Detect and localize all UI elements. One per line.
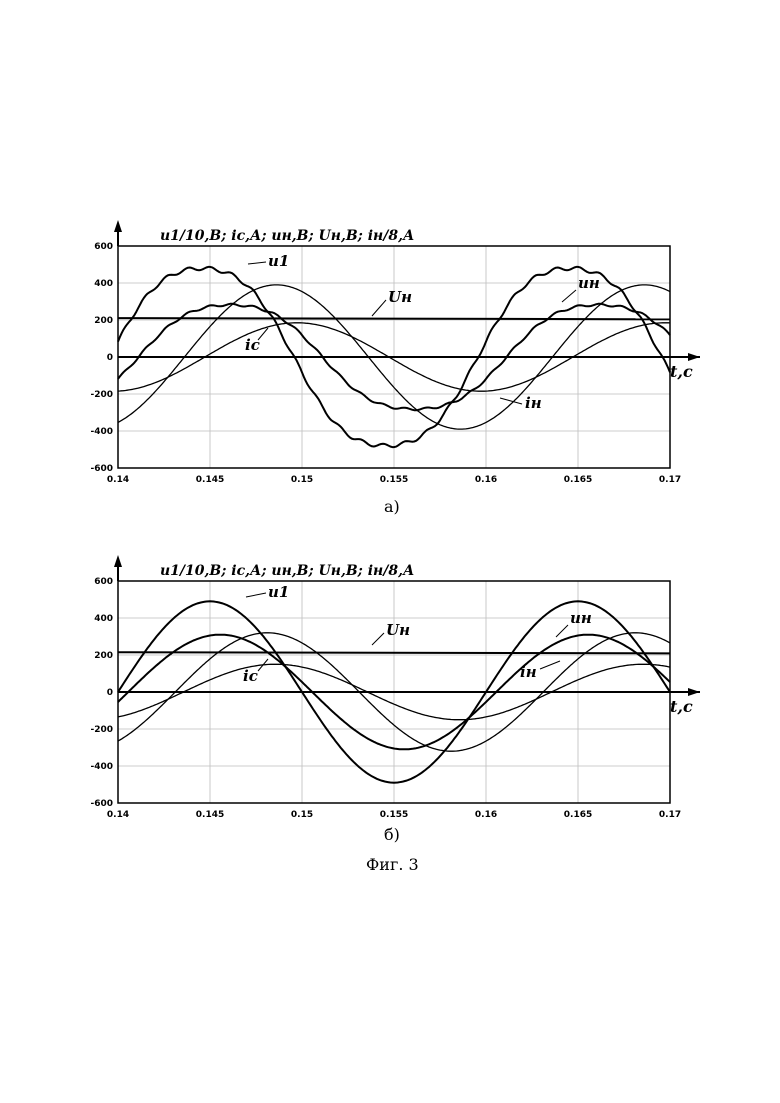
- curve-label-ic: iс: [243, 667, 258, 685]
- curve-label-u1: u1: [268, 583, 289, 601]
- y-tick-label: -400: [90, 762, 113, 772]
- y-tick-label: 600: [94, 242, 113, 252]
- y-tick-label: 400: [94, 614, 113, 624]
- y-tick-label: 0: [107, 688, 113, 698]
- x-tick-label: 0.165: [564, 810, 592, 820]
- x-tick-label: 0.17: [659, 475, 681, 485]
- x-tick-label: 0.165: [564, 475, 592, 485]
- x-tick-label: 0.155: [380, 810, 408, 820]
- curve-label-un: uн: [570, 609, 592, 627]
- y-tick-label: 200: [94, 651, 113, 661]
- curve-label-leader: [540, 661, 560, 669]
- x-tick-label: 0.16: [475, 475, 497, 485]
- figure-caption: Фиг. 3: [366, 855, 419, 874]
- curve-label-leader: [248, 262, 266, 264]
- chart-title: u1/10,В; iс,А; uн,В; Uн,В; iн/8,А: [160, 228, 414, 244]
- series-Uн: [118, 652, 670, 653]
- x-tick-label: 0.14: [107, 810, 129, 820]
- y-tick-label: -200: [90, 390, 113, 400]
- chart-a-caption: а): [384, 497, 400, 516]
- curve-label-ic: iс: [245, 336, 260, 354]
- x-tick-label: 0.14: [107, 475, 129, 485]
- y-tick-label: -600: [90, 464, 113, 474]
- x-tick-label: 0.15: [291, 810, 313, 820]
- y-tick-label: -200: [90, 725, 113, 735]
- x-axis-label: t,c: [670, 697, 693, 716]
- curve-label-leader: [372, 633, 384, 645]
- x-axis-arrow-head: [688, 353, 700, 361]
- curve-label-leader: [556, 625, 568, 637]
- curve-label-Un: Uн: [388, 288, 412, 306]
- y-axis-arrow-head: [114, 555, 122, 567]
- x-tick-label: 0.145: [196, 810, 224, 820]
- chart-b-caption: б): [384, 825, 400, 844]
- x-tick-label: 0.17: [659, 810, 681, 820]
- y-tick-label: 600: [94, 577, 113, 587]
- y-tick-label: 400: [94, 279, 113, 289]
- curve-label-un: uн: [578, 274, 600, 292]
- curve-label-in: iн: [520, 663, 537, 681]
- series-Uн: [118, 318, 670, 319]
- chart-title: u1/10,В; iс,А; uн,В; Uн,В; iн/8,А: [160, 563, 414, 579]
- x-axis-arrow-head: [688, 688, 700, 696]
- chart-a-svg: 0.14 0.145 0.15 0.155 0.16 0.165 0.17 600 400 200…: [0, 210, 780, 510]
- x-tick-label: 0.155: [380, 475, 408, 485]
- y-tick-label: -400: [90, 427, 113, 437]
- curve-label-in: iн: [525, 394, 542, 412]
- y-tick-label: 200: [94, 316, 113, 326]
- x-tick-label: 0.15: [291, 475, 313, 485]
- y-tick-label: 0: [107, 353, 113, 363]
- curve-label-Un: Uн: [386, 621, 410, 639]
- curve-label-u1: u1: [268, 252, 289, 270]
- y-axis-arrow-head: [114, 220, 122, 232]
- curve-label-leader: [562, 290, 576, 302]
- chart-b-svg: 0.14 0.145 0.15 0.155 0.16 0.165 0.17 600 400 200…: [0, 545, 780, 845]
- curve-label-leader: [372, 300, 386, 316]
- x-tick-label: 0.16: [475, 810, 497, 820]
- x-tick-label: 0.145: [196, 475, 224, 485]
- chart-b: 0.14 0.145 0.15 0.155 0.16 0.165 0.17 600 400 200…: [0, 545, 780, 845]
- chart-a: 0.14 0.145 0.15 0.155 0.16 0.165 0.17 600 400 200…: [0, 210, 780, 510]
- curve-label-leader: [246, 593, 266, 597]
- x-axis-label: t,c: [670, 362, 693, 381]
- y-tick-label: -600: [90, 799, 113, 809]
